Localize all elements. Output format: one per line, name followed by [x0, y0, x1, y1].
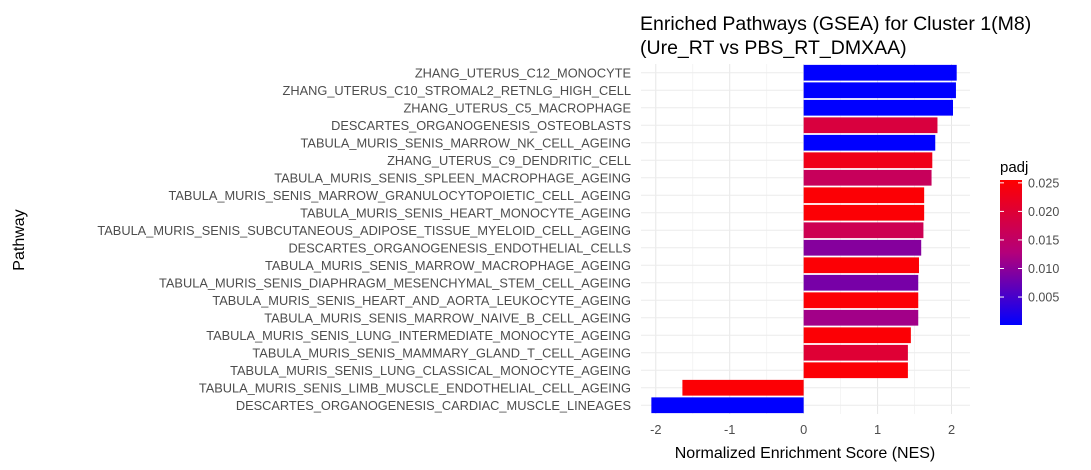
bar — [803, 222, 924, 239]
bar — [803, 292, 919, 309]
bar — [803, 344, 908, 361]
y-tick-label: ZHANG_UTERUS_C12_MONOCYTE — [415, 65, 631, 80]
grid-lines — [641, 64, 970, 414]
y-tick-label: TABULA_MURIS_SENIS_MARROW_GRANULOCYTOPOI… — [169, 188, 631, 203]
legend-tick-label: 0.005 — [1028, 291, 1059, 305]
bar — [803, 64, 957, 81]
x-tick-label: -2 — [650, 422, 661, 437]
legend-colorbar — [1000, 180, 1022, 325]
y-tick-label: TABULA_MURIS_SENIS_MARROW_MACROPHAGE_AGE… — [265, 258, 631, 273]
legend-title: padj — [1000, 159, 1028, 176]
y-tick-label: TABULA_MURIS_SENIS_MARROW_NAIVE_B_CELL_A… — [264, 310, 631, 325]
y-tick-label: ZHANG_UTERUS_C9_DENDRITIC_CELL — [387, 153, 631, 168]
y-tick-label: TABULA_MURIS_SENIS_HEART_AND_AORTA_LEUKO… — [212, 293, 631, 308]
bar — [803, 274, 919, 291]
bars-layer — [651, 64, 957, 414]
y-tick-label: TABULA_MURIS_SENIS_LUNG_CLASSICAL_MONOCY… — [230, 363, 631, 378]
bar — [682, 379, 804, 396]
legend-tick-label: 0.010 — [1028, 262, 1059, 276]
y-tick-label: TABULA_MURIS_SENIS_MARROW_NK_CELL_AGEING — [301, 135, 631, 150]
chart-title-line-2: (Ure_RT vs PBS_RT_DMXAA) — [640, 37, 907, 59]
legend-ticks: 0.005 0.010 0.015 0.020 0.025 — [1000, 176, 1059, 305]
bar — [803, 82, 956, 99]
x-axis-title: Normalized Enrichment Score (NES) — [675, 445, 936, 462]
y-tick-labels: ZHANG_UTERUS_C12_MONOCYTE ZHANG_UTERUS_C1… — [97, 65, 631, 413]
bar — [651, 397, 804, 414]
x-tick-label: 1 — [874, 422, 881, 437]
y-tick-label: TABULA_MURIS_SENIS_HEART_MONOCYTE_AGEING — [300, 205, 631, 220]
padj-legend: padj 0.005 0.010 0.015 0.020 0.025 — [1000, 159, 1059, 325]
x-tick-label: 0 — [800, 422, 807, 437]
legend-tick-label: 0.025 — [1028, 176, 1059, 190]
y-tick-label: TABULA_MURIS_SENIS_LUNG_INTERMEDIATE_MON… — [206, 328, 631, 343]
bar — [803, 362, 908, 379]
bar — [803, 204, 925, 221]
y-axis-title: Pathway — [11, 209, 28, 270]
legend-tick-label: 0.020 — [1028, 205, 1059, 219]
bar — [803, 187, 925, 204]
x-tick-labels: -2 -1 0 1 2 — [650, 422, 955, 437]
bar — [803, 309, 919, 326]
y-tick-label: TABULA_MURIS_SENIS_DIAPHRAGM_MESENCHYMAL… — [159, 275, 631, 290]
bar — [803, 239, 922, 256]
y-tick-label: DESCARTES_ORGANOGENESIS_ENDOTHELIAL_CELL… — [288, 240, 631, 255]
bar — [803, 169, 932, 186]
plot-panel — [641, 64, 970, 414]
x-tick-label: -1 — [724, 422, 735, 437]
y-tick-label: ZHANG_UTERUS_C10_STROMAL2_RETNLG_HIGH_CE… — [283, 83, 631, 98]
bar — [803, 257, 919, 274]
y-tick-label: TABULA_MURIS_SENIS_SPLEEN_MACROPHAGE_AGE… — [274, 170, 631, 185]
y-tick-label: ZHANG_UTERUS_C5_MACROPHAGE — [403, 100, 631, 115]
bar — [803, 327, 911, 344]
y-tick-label: DESCARTES_ORGANOGENESIS_OSTEOBLASTS — [331, 118, 631, 133]
legend-tick-label: 0.015 — [1028, 233, 1059, 247]
y-tick-label: TABULA_MURIS_SENIS_SUBCUTANEOUS_ADIPOSE_… — [97, 223, 631, 238]
x-tick-label: 2 — [948, 422, 955, 437]
bar — [803, 152, 933, 169]
bar — [803, 134, 936, 151]
y-tick-label: TABULA_MURIS_SENIS_MAMMARY_GLAND_T_CELL_… — [252, 345, 631, 360]
y-tick-label: DESCARTES_ORGANOGENESIS_CARDIAC_MUSCLE_L… — [236, 398, 631, 413]
chart-title-line-1: Enriched Pathways (GSEA) for Cluster 1(M… — [640, 13, 1031, 35]
bar — [803, 99, 953, 116]
bar — [803, 117, 938, 134]
y-tick-label: TABULA_MURIS_SENIS_LIMB_MUSCLE_ENDOTHELI… — [199, 380, 631, 395]
